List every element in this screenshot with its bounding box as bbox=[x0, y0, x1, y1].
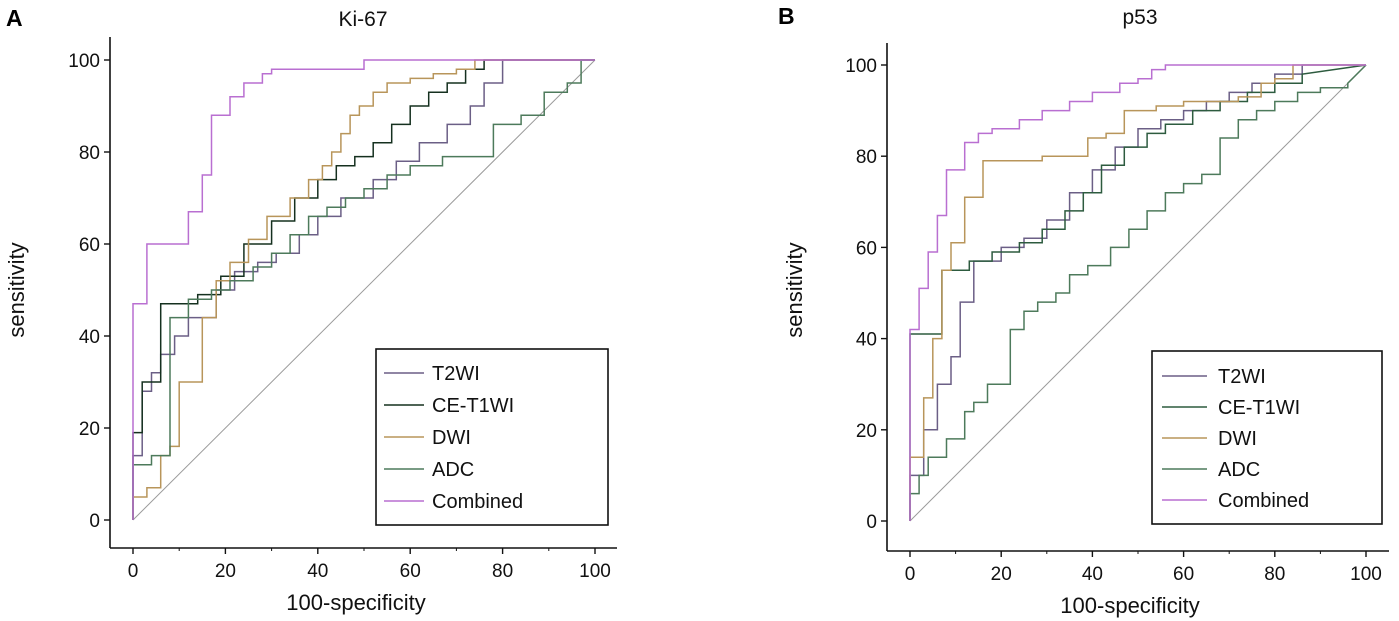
legend-label: DWI bbox=[432, 427, 471, 449]
series-line-ce-t1wi bbox=[132, 59, 595, 520]
y-tick-label: 20 bbox=[79, 419, 100, 440]
x-axis-label: 100-specificity bbox=[1060, 593, 1199, 618]
series-line-combined bbox=[909, 64, 1366, 521]
y-tick-label: 60 bbox=[79, 235, 100, 256]
legend: T2WI CE-T1WI DWI ADC Combined bbox=[1151, 350, 1383, 525]
chart-title: Ki-67 bbox=[338, 8, 387, 31]
x-tick-label: 20 bbox=[991, 564, 1012, 585]
series-line-adc bbox=[132, 59, 595, 520]
y-axis-label: sensitivity bbox=[4, 242, 29, 337]
x-tick-label: 0 bbox=[905, 564, 916, 585]
y-tick-label: 100 bbox=[68, 51, 100, 72]
y-tick-label: 0 bbox=[89, 511, 100, 532]
y-tick-label: 100 bbox=[845, 56, 877, 77]
y-tick-label: 80 bbox=[856, 147, 877, 168]
x-tick-label: 20 bbox=[215, 561, 236, 582]
series-line-adc bbox=[909, 64, 1367, 521]
chart-title: p53 bbox=[1122, 6, 1157, 29]
legend-label: T2WI bbox=[432, 363, 480, 385]
legend-label: ADC bbox=[432, 459, 474, 481]
legend-label: CE-T1WI bbox=[432, 395, 514, 417]
reference-diagonal bbox=[909, 64, 1367, 522]
legend-label: T2WI bbox=[1218, 366, 1266, 388]
series-line-dwi bbox=[132, 59, 595, 520]
panel-letter: A bbox=[6, 5, 23, 31]
x-tick-label: 60 bbox=[400, 561, 421, 582]
y-tick-label: 60 bbox=[856, 238, 877, 259]
x-tick-label: 80 bbox=[492, 561, 513, 582]
y-axis-label: sensitivity bbox=[782, 242, 807, 337]
x-tick-label: 0 bbox=[128, 561, 139, 582]
x-tick-label: 40 bbox=[1082, 564, 1103, 585]
legend-label: ADC bbox=[1218, 459, 1260, 481]
series-line-dwi bbox=[909, 64, 1366, 521]
legend-label: Combined bbox=[1218, 490, 1309, 512]
legend-label: CE-T1WI bbox=[1218, 397, 1300, 419]
x-tick-label: 100 bbox=[1350, 564, 1382, 585]
series-line-ce-t1wi bbox=[909, 64, 1367, 521]
x-tick-label: 40 bbox=[307, 561, 328, 582]
x-axis-label: 100-specificity bbox=[286, 590, 425, 615]
legend: T2WI CE-T1WI DWI ADC Combined bbox=[375, 348, 609, 526]
panel-letter: B bbox=[778, 3, 795, 29]
x-tick-label: 100 bbox=[579, 561, 611, 582]
legend-label: DWI bbox=[1218, 428, 1257, 450]
legend-label: Combined bbox=[432, 491, 523, 513]
y-tick-label: 20 bbox=[856, 421, 877, 442]
x-tick-label: 80 bbox=[1264, 564, 1285, 585]
y-tick-label: 40 bbox=[79, 327, 100, 348]
y-tick-label: 80 bbox=[79, 143, 100, 164]
panel-a: A Ki-67 0 20 40 60 80 100 0 20 40 60 80 100 100-specif… bbox=[4, 5, 617, 615]
x-tick-label: 60 bbox=[1173, 564, 1194, 585]
y-tick-label: 40 bbox=[856, 330, 877, 351]
y-tick-label: 0 bbox=[866, 512, 877, 533]
reference-diagonal bbox=[132, 59, 596, 521]
series-line-combined bbox=[132, 59, 595, 520]
